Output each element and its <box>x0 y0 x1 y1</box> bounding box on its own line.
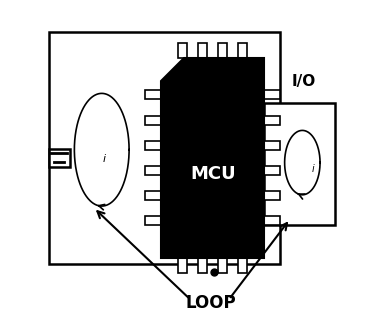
Bar <box>264 141 281 150</box>
Text: i: i <box>312 164 314 174</box>
Text: LOOP: LOOP <box>186 294 236 312</box>
Bar <box>145 116 161 125</box>
Bar <box>264 90 281 99</box>
Bar <box>218 43 227 58</box>
Bar <box>264 216 281 225</box>
Text: MCU: MCU <box>190 165 236 183</box>
Bar <box>178 43 187 58</box>
Bar <box>264 116 281 125</box>
Bar <box>264 103 335 225</box>
Bar <box>145 166 161 175</box>
Bar <box>238 43 247 58</box>
Text: i: i <box>103 154 106 165</box>
Bar <box>178 258 187 273</box>
Bar <box>264 166 281 175</box>
Bar <box>264 191 281 200</box>
Text: I/O: I/O <box>291 73 315 89</box>
Bar <box>145 216 161 225</box>
Bar <box>238 258 247 273</box>
Bar <box>145 141 161 150</box>
Bar <box>198 43 207 58</box>
Bar <box>49 149 70 167</box>
Bar <box>145 191 161 200</box>
Bar <box>145 90 161 99</box>
Bar <box>218 258 227 273</box>
Polygon shape <box>161 58 264 258</box>
Bar <box>49 32 281 264</box>
Bar <box>198 258 207 273</box>
